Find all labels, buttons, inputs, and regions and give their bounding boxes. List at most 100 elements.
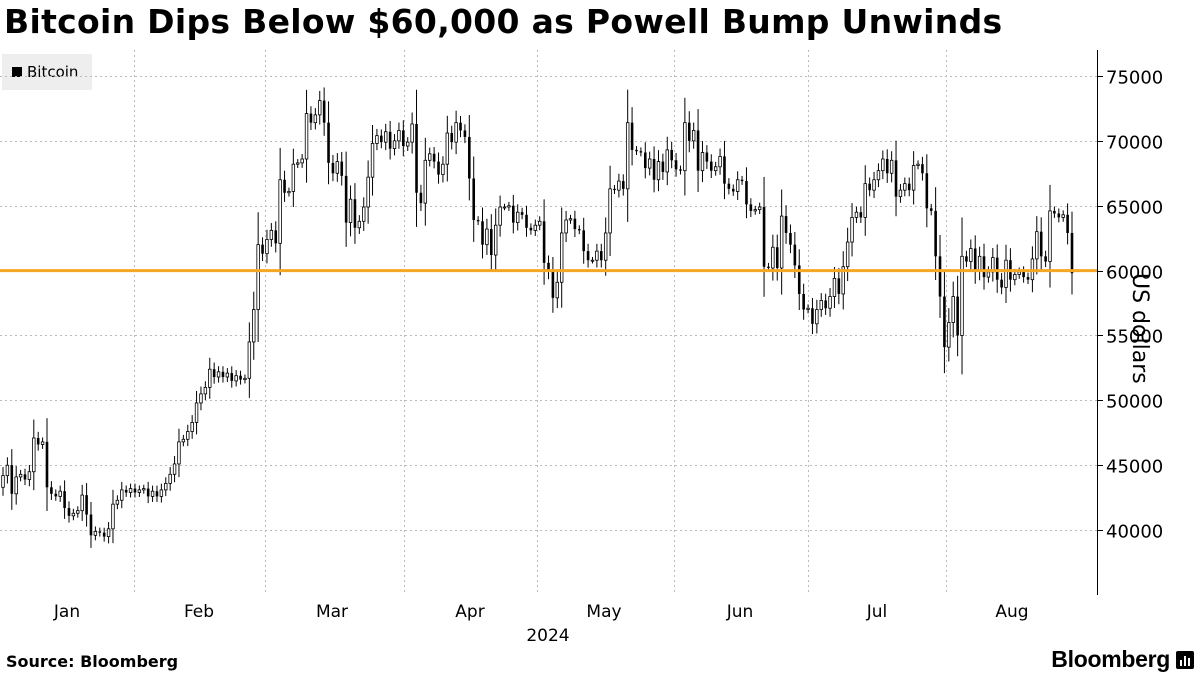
x-tick-label: Mar bbox=[316, 602, 348, 622]
candle-body bbox=[925, 173, 929, 209]
candle-body bbox=[1066, 214, 1069, 233]
candle-body bbox=[18, 473, 23, 478]
candle-body bbox=[155, 491, 159, 497]
candle-body bbox=[1022, 271, 1025, 278]
candle-body bbox=[872, 179, 876, 191]
candle-body bbox=[498, 206, 502, 226]
candle-body bbox=[67, 508, 71, 516]
candle-body bbox=[559, 232, 564, 283]
candle-body bbox=[133, 488, 137, 493]
candle-body bbox=[441, 163, 445, 175]
candle-body bbox=[357, 220, 362, 229]
candle-body bbox=[115, 499, 120, 505]
candle-body bbox=[146, 488, 150, 497]
candle-body bbox=[516, 211, 520, 223]
candle-body bbox=[854, 211, 859, 218]
candle-body bbox=[929, 208, 933, 211]
y-tick-label: 60000 bbox=[1106, 263, 1163, 284]
candle-body bbox=[472, 178, 476, 220]
candle-body bbox=[335, 161, 340, 174]
candle-body bbox=[512, 205, 515, 223]
candle-body bbox=[859, 212, 863, 218]
candle-body bbox=[762, 207, 766, 267]
candle-body bbox=[568, 218, 573, 221]
candle-body bbox=[1004, 259, 1008, 288]
candle-body bbox=[243, 377, 247, 380]
legend: Bitcoin bbox=[2, 54, 92, 90]
candle-body bbox=[898, 189, 903, 198]
candle-body bbox=[863, 183, 867, 218]
candle-body bbox=[353, 199, 357, 228]
candle-body bbox=[80, 494, 84, 512]
candle-body bbox=[533, 224, 538, 231]
candle-body bbox=[577, 229, 581, 231]
candle-body bbox=[1044, 256, 1047, 262]
candle-body bbox=[811, 308, 814, 324]
candle-body bbox=[745, 181, 748, 205]
candle-body bbox=[683, 122, 687, 172]
candle-body bbox=[709, 161, 713, 171]
candle-body bbox=[428, 153, 432, 161]
candle-body bbox=[815, 309, 819, 325]
x-tick-label: Jan bbox=[53, 602, 80, 622]
candle-body bbox=[797, 265, 801, 294]
y-tick-label: 65000 bbox=[1106, 198, 1163, 219]
candle-body bbox=[375, 135, 379, 144]
candle-body bbox=[106, 528, 111, 538]
candle-body bbox=[779, 215, 784, 269]
candle-body bbox=[85, 495, 88, 515]
candle-body bbox=[713, 166, 718, 172]
candle-body bbox=[507, 205, 511, 208]
candle-body bbox=[824, 300, 827, 309]
brand-wordmark: Bloomberg bbox=[1051, 646, 1170, 672]
candle-body bbox=[599, 251, 603, 261]
candle-body bbox=[230, 373, 234, 381]
candle-body bbox=[837, 278, 841, 294]
candle-body bbox=[216, 371, 221, 378]
candle-body bbox=[1, 475, 5, 488]
candle-body bbox=[700, 152, 705, 172]
candle-body bbox=[613, 188, 616, 191]
candle-body bbox=[278, 179, 282, 244]
candle-body bbox=[573, 218, 577, 230]
candle-body bbox=[344, 175, 348, 223]
bloomberg-bars-icon bbox=[1176, 650, 1194, 669]
candle-body bbox=[775, 247, 779, 268]
candle-body bbox=[89, 514, 93, 536]
candle-body bbox=[960, 255, 964, 336]
candle-body bbox=[331, 162, 335, 174]
candle-body bbox=[406, 141, 410, 147]
candle-body bbox=[392, 140, 397, 150]
candle-body bbox=[120, 489, 124, 501]
candle-body bbox=[36, 437, 40, 445]
candle-body bbox=[388, 131, 392, 149]
candle-body bbox=[921, 164, 924, 174]
candle-body bbox=[490, 229, 493, 256]
candle-body bbox=[916, 163, 920, 166]
x-tick-label: Jun bbox=[726, 602, 754, 622]
candle-body bbox=[595, 250, 599, 261]
candle-body bbox=[102, 532, 106, 537]
candle-body bbox=[318, 100, 322, 116]
candle-body bbox=[753, 209, 757, 212]
candle-body bbox=[1017, 271, 1021, 275]
candle-body bbox=[366, 176, 370, 208]
candle-body bbox=[674, 160, 678, 170]
candle-body bbox=[212, 369, 216, 377]
candle-body bbox=[951, 296, 955, 323]
candle-body bbox=[304, 113, 309, 160]
candle-body bbox=[181, 438, 186, 443]
candle-body bbox=[735, 179, 740, 192]
candle-body bbox=[327, 122, 330, 163]
candle-body bbox=[767, 266, 770, 268]
candle-body bbox=[445, 132, 450, 165]
candle-body bbox=[1061, 214, 1065, 218]
candle-body bbox=[625, 122, 630, 190]
candle-body bbox=[150, 490, 155, 497]
candle-body bbox=[23, 474, 27, 480]
candle-body bbox=[771, 246, 775, 269]
candle-body bbox=[956, 296, 959, 336]
y-tick-label: 50000 bbox=[1106, 392, 1163, 413]
candle-body bbox=[670, 149, 673, 161]
candle-body bbox=[608, 188, 612, 234]
